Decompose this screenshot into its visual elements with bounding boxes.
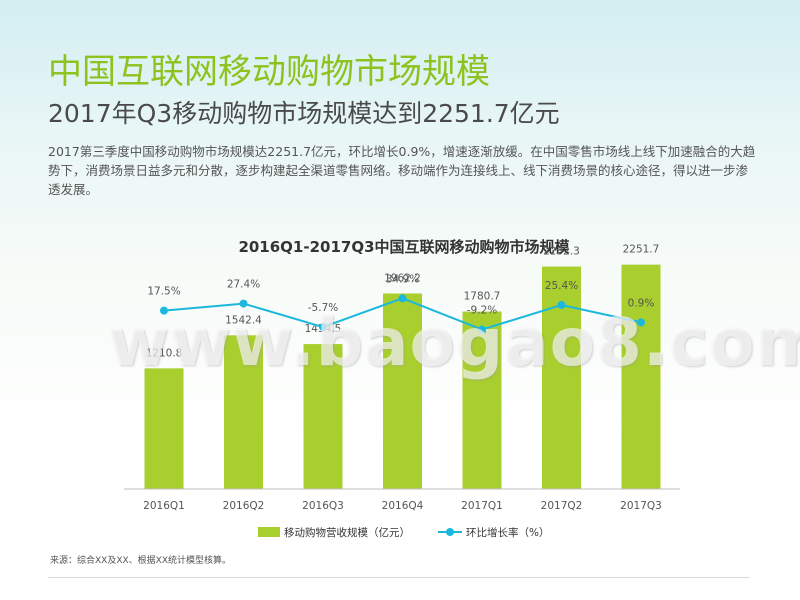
- growth-point-2016Q4: [398, 294, 407, 303]
- x-tick-labels: 2016Q1 2016Q2 2016Q3 2016Q4 2017Q1 2017Q2 2017…: [143, 500, 662, 512]
- footer-divider: [48, 577, 750, 578]
- bar-value-label-2016Q4: 1962.2: [384, 272, 421, 284]
- bar-value-label-2017Q1: 1780.7: [464, 291, 501, 303]
- description-text: 2017第三季度中国移动购物市场规模达2251.7亿元，环比增长0.9%，增速逐…: [48, 144, 756, 197]
- legend-marker-growth: [446, 528, 454, 536]
- bar-2017Q2: [542, 266, 581, 489]
- x-tick-label-2016Q1: 2016Q1: [143, 500, 185, 512]
- legend-label-revenue: 移动购物营收规模（亿元）: [284, 526, 410, 539]
- x-tick-label-2017Q3: 2017Q3: [620, 500, 662, 512]
- x-tick-label-2016Q4: 2016Q4: [382, 500, 424, 512]
- bar-2016Q4: [383, 293, 422, 489]
- chart-title: 2016Q1-2017Q3中国互联网移动购物市场规模: [238, 238, 570, 256]
- x-tick-label-2016Q3: 2016Q3: [302, 500, 344, 512]
- growth-point-2017Q3: [637, 318, 645, 327]
- growth-label-2017Q2: 25.4%: [545, 280, 578, 292]
- growth-point-2016Q2: [239, 299, 248, 308]
- bar-value-label-2017Q2: 2232.3: [543, 246, 580, 258]
- source-note: 来源：综合XX及XX、根据XX统计模型核算。: [50, 556, 231, 566]
- bar-2016Q3: [303, 344, 343, 489]
- bar-2017Q3: [621, 264, 661, 489]
- growth-label-2016Q4: 34.9%: [386, 273, 419, 285]
- legend-label-growth: 环比增长率（%）: [466, 526, 549, 539]
- bar-2017Q1: [462, 311, 502, 489]
- bar-value-label-2016Q1: 1210.8: [146, 347, 183, 359]
- growth-point-2017Q1: [478, 325, 486, 334]
- growth-label-2016Q3: -5.7%: [308, 302, 338, 314]
- growth-line-layer: 17.5% 27.4% -5.7% 34.9% -9.2% 25.4% 0.9%: [147, 273, 655, 334]
- x-tick-label-2017Q1: 2017Q1: [461, 500, 503, 512]
- bar-2016Q1: [144, 368, 184, 489]
- growth-label-2016Q1: 17.5%: [147, 286, 180, 298]
- legend-swatch-revenue: [258, 527, 280, 537]
- x-tick-label-2017Q2: 2017Q2: [541, 500, 583, 512]
- bar-2016Q2: [224, 335, 263, 489]
- growth-point-2016Q1: [160, 306, 168, 315]
- bars-layer: 1210.81542.41454.51962.21780.72232.32251…: [144, 244, 661, 489]
- bar-value-label-2016Q2: 1542.4: [225, 314, 262, 326]
- legend: 移动购物营收规模（亿元） 环比增长率（%）: [258, 526, 549, 539]
- growth-label-2017Q1: -9.2%: [467, 305, 497, 317]
- growth-label-2016Q2: 27.4%: [227, 279, 260, 291]
- page-title: 中国互联网移动购物市场规模: [48, 52, 490, 92]
- growth-point-2016Q3: [319, 323, 327, 332]
- bar-value-label-2017Q3: 2251.7: [623, 244, 660, 256]
- growth-label-2017Q3: 0.9%: [628, 297, 655, 309]
- page-subtitle: 2017年Q3移动购物市场规模达到2251.7亿元: [48, 99, 560, 128]
- growth-point-2017Q2: [557, 301, 566, 310]
- x-tick-label-2016Q2: 2016Q2: [223, 500, 265, 512]
